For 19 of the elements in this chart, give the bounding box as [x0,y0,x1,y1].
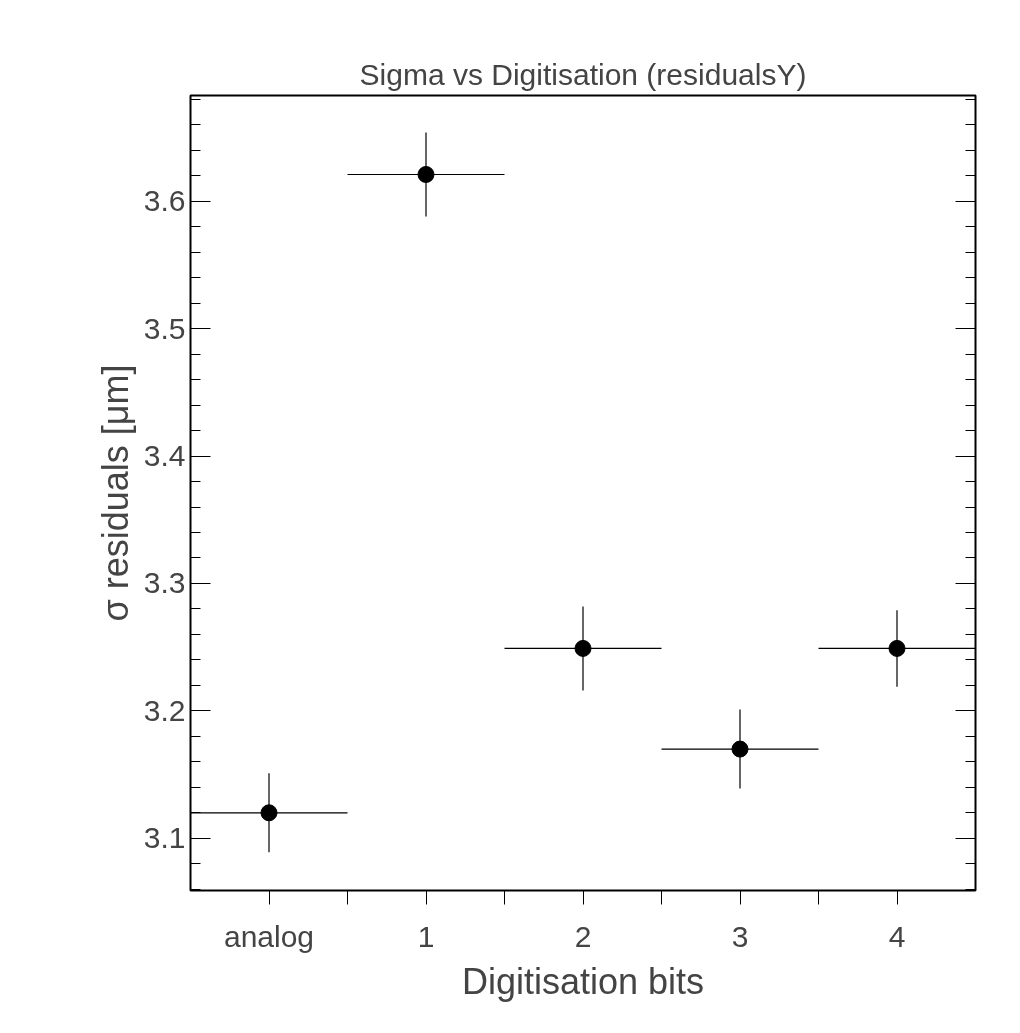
y-tick-label: 3.5 [143,311,186,345]
x-tick-label: 1 [417,919,435,953]
x-axis-title: Digitisation bits [461,960,705,1002]
point [731,740,749,758]
point [574,639,592,657]
x-tick-label: analog [223,919,315,953]
y-tick-label: 3.2 [143,693,186,727]
x-tick-label: 4 [888,919,906,953]
y-axis-title: σ residuals [μm] [94,364,136,622]
chart-title: Sigma vs Digitisation (residualsY) [359,57,807,91]
y-tick-label: 3.4 [143,439,186,473]
y-tick-label: 3.6 [143,184,186,218]
x-tick-label: 3 [731,919,749,953]
y-tick-label: 3.1 [143,821,186,855]
y-tick-label: 3.3 [143,566,186,600]
point [888,639,906,657]
x-tick-label: 2 [574,919,592,953]
point [260,804,278,822]
point [417,166,435,183]
